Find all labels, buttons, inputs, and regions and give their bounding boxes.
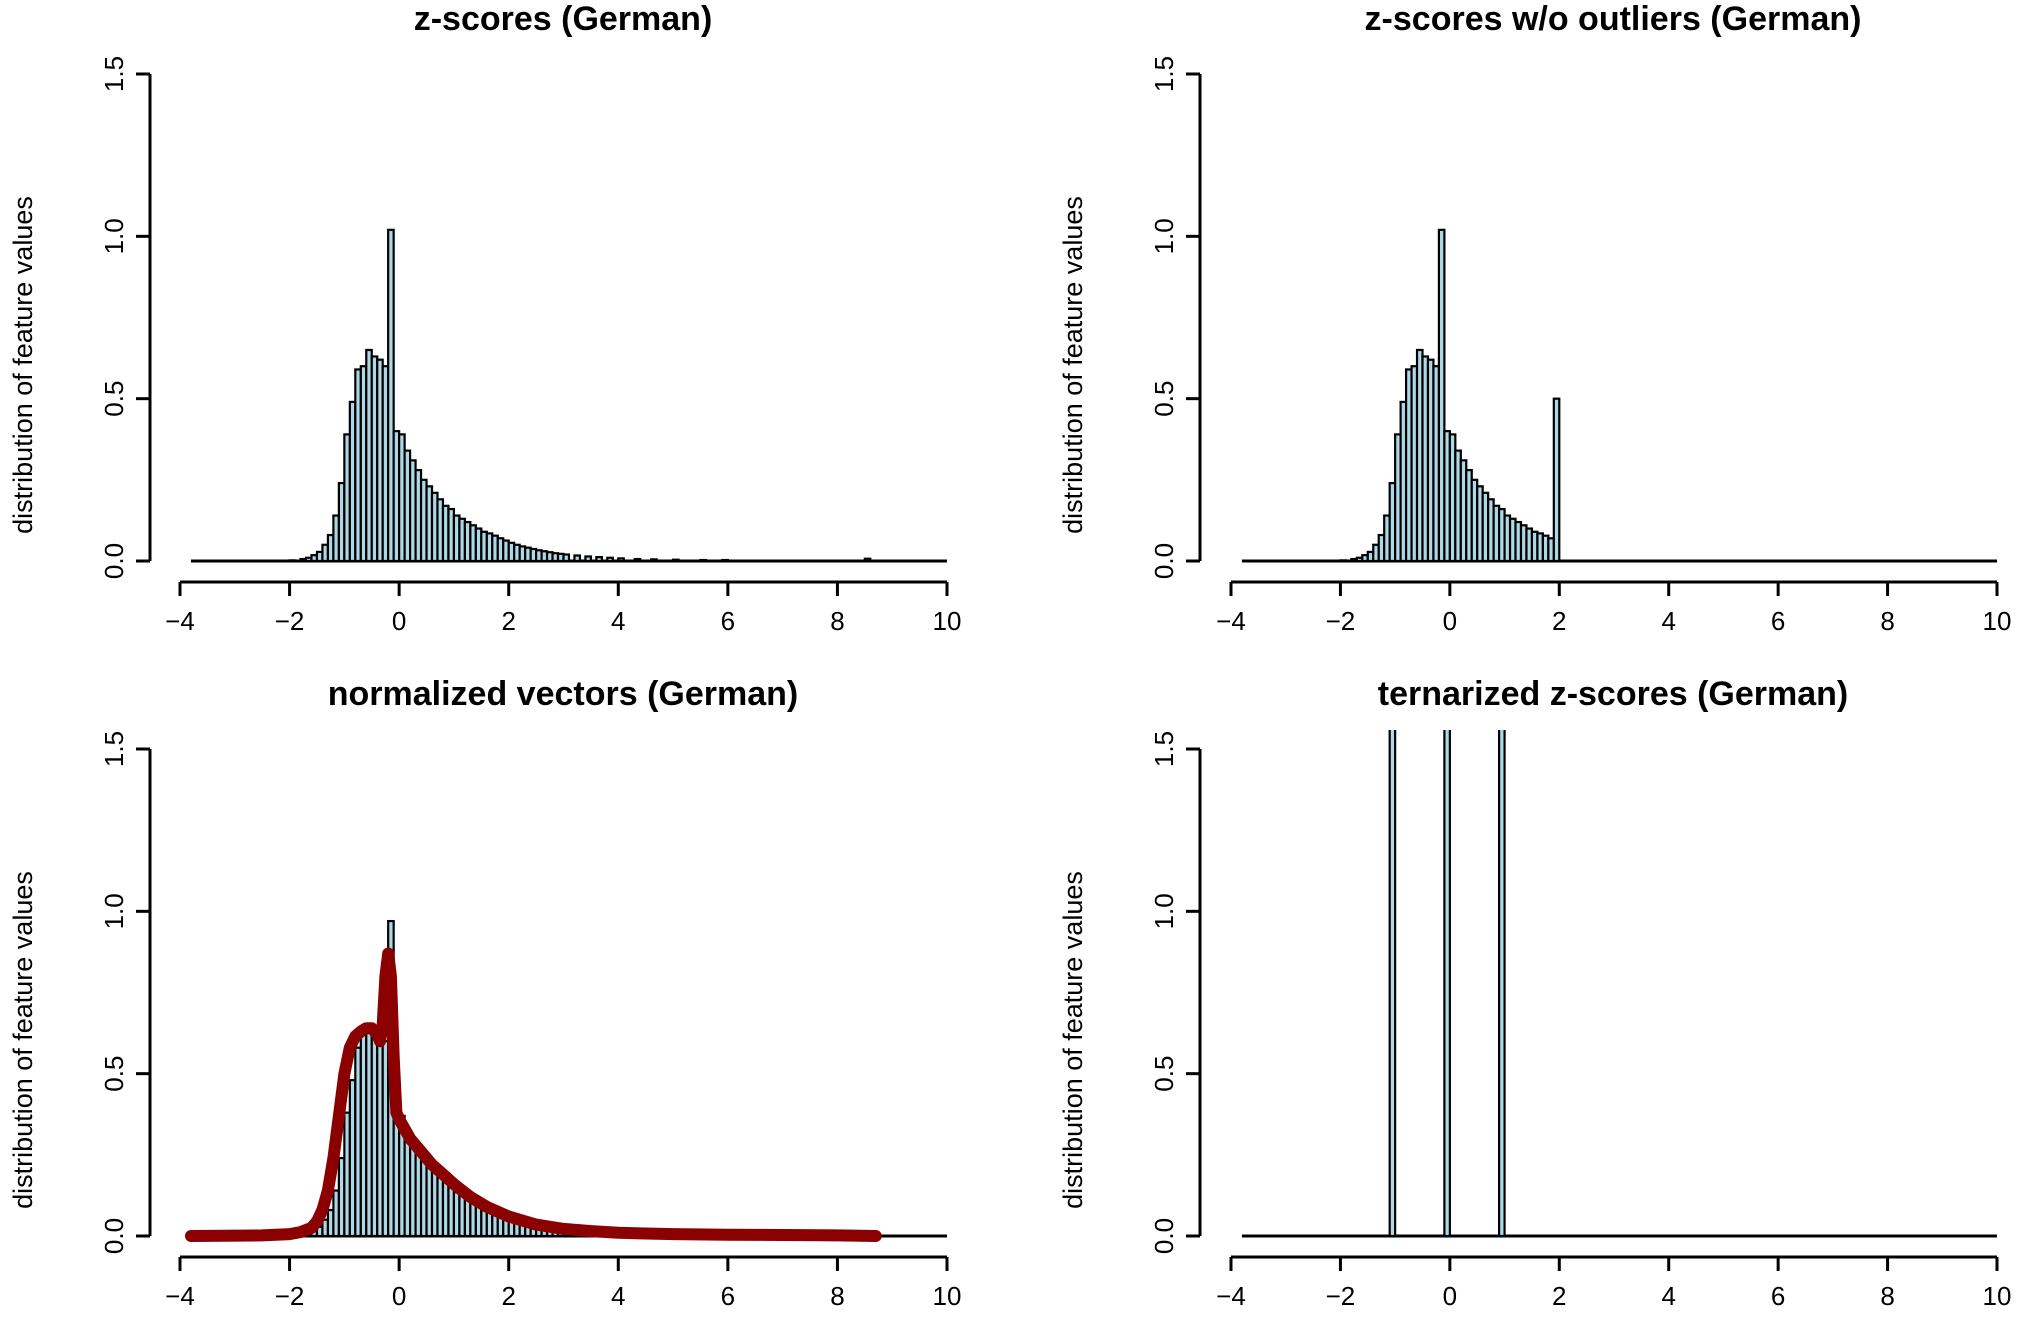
y-tick-label: 0.0 [1149, 1218, 1179, 1254]
x-tick-label: 8 [830, 1281, 844, 1311]
y-axis-label: distribution of feature values [1058, 871, 1088, 1209]
y-tick-label: 1.0 [1149, 218, 1179, 254]
histogram-bars [190, 228, 947, 563]
x-tick-label: −4 [165, 606, 195, 636]
x-tick-label: 10 [1983, 1281, 2012, 1311]
histogram-bar [387, 228, 395, 563]
x-tick-label: −2 [275, 606, 305, 636]
histogram-bar [671, 558, 680, 563]
x-tick-label: −4 [1216, 606, 1246, 636]
x-tick-label: 4 [611, 606, 625, 636]
histogram-bar [617, 557, 625, 563]
density-curve [185, 947, 882, 1242]
panel-title: z-scores w/o outliers (German) [1365, 0, 1862, 38]
histogram-bars [1241, 730, 1997, 1238]
histogram-bar [288, 559, 297, 563]
axes: −4 −2 0 2 4 6 8 10 0.0 0.5 1.0 1.5 [1149, 731, 2011, 1311]
x-tick-label: 2 [1552, 1281, 1566, 1311]
y-tick-label: 1.5 [1149, 731, 1179, 767]
x-tick-label: 2 [1552, 606, 1566, 636]
y-tick-label: 1.0 [1149, 893, 1179, 929]
panel-title: normalized vectors (German) [328, 675, 798, 713]
y-tick-label: 1.5 [1149, 56, 1179, 92]
x-tick-label: 2 [501, 1281, 515, 1311]
panel-title: z-scores (German) [414, 0, 713, 38]
y-tick-label: 1.5 [99, 731, 129, 767]
axes: −4 −2 0 2 4 6 8 10 0.0 0.5 1.0 1.5 [99, 56, 961, 636]
x-tick-label: 10 [1983, 606, 2012, 636]
histogram-bar [562, 553, 571, 563]
axes: −4 −2 0 2 4 6 8 10 0.0 0.5 1.0 1.5 [99, 731, 961, 1311]
axes: −4 −2 0 2 4 6 8 10 0.0 0.5 1.0 1.5 [1149, 56, 2011, 636]
x-tick-label: 2 [501, 606, 515, 636]
y-tick-label: 0.0 [1149, 543, 1179, 579]
histogram-bar [721, 558, 729, 563]
y-tick-label: 0.5 [1149, 381, 1179, 417]
x-tick-label: 6 [1771, 1281, 1785, 1311]
x-tick-label: 6 [721, 1281, 735, 1311]
y-tick-label: 1.0 [99, 893, 129, 929]
x-tick-label: 10 [933, 606, 962, 636]
x-tick-label: −4 [1216, 1281, 1246, 1311]
y-tick-label: 0.5 [99, 1056, 129, 1092]
y-tick-label: 0.0 [99, 543, 129, 579]
x-tick-label: −2 [275, 1281, 305, 1311]
histogram-bar [633, 557, 642, 563]
panel-z-scores: z-scores (German) distribution of featur… [8, 0, 961, 636]
histogram-bar [1437, 228, 1446, 563]
x-tick-label: 4 [611, 1281, 625, 1311]
panel-z-scores-without-outliers: z-scores w/o outliers (German) distribut… [1058, 0, 2011, 636]
panel-title: ternarized z-scores (German) [1378, 675, 1849, 713]
y-tick-label: 0.5 [1149, 1056, 1179, 1092]
y-axis-label: distribution of feature values [1058, 196, 1088, 534]
histogram-bar [1497, 730, 1506, 1238]
x-tick-label: 8 [830, 606, 844, 636]
histogram-bar [863, 557, 872, 563]
y-tick-label: 1.0 [99, 218, 129, 254]
panel-ternarized-z-scores: ternarized z-scores (German) distributio… [1058, 675, 2011, 1311]
histogram-bar [573, 554, 582, 563]
histogram-bar [1339, 559, 1348, 563]
histogram-bar [1552, 397, 1561, 563]
x-tick-label: 0 [1443, 1281, 1457, 1311]
y-tick-label: 0.0 [99, 1218, 129, 1254]
y-tick-label: 0.5 [99, 381, 129, 417]
x-tick-label: 4 [1661, 606, 1675, 636]
histogram-bar [595, 556, 603, 563]
x-tick-label: −2 [1326, 606, 1356, 636]
y-tick-label: 1.5 [99, 56, 129, 92]
histogram-bar [606, 556, 614, 563]
histogram-bar [1443, 730, 1451, 1238]
x-tick-label: −2 [1326, 1281, 1356, 1311]
overlay-layer [185, 947, 882, 1242]
y-axis-label: distribution of feature values [8, 871, 38, 1209]
x-tick-label: 0 [1443, 606, 1457, 636]
histogram-bars [1241, 228, 1997, 563]
y-axis-label: distribution of feature values [8, 196, 38, 534]
x-tick-label: 0 [392, 606, 406, 636]
panel-normalized-vectors: normalized vectors (German) distribution… [8, 675, 961, 1311]
histogram-bar [650, 558, 658, 563]
histogram-bar [699, 558, 708, 563]
x-tick-label: 6 [721, 606, 735, 636]
x-tick-label: 8 [1880, 1281, 1894, 1311]
x-tick-label: 10 [933, 1281, 962, 1311]
x-tick-label: 0 [392, 1281, 406, 1311]
x-tick-label: 6 [1771, 606, 1785, 636]
histogram-bar [1388, 730, 1397, 1238]
x-tick-label: 4 [1661, 1281, 1675, 1311]
x-tick-label: −4 [165, 1281, 195, 1311]
histogram-bar [584, 555, 592, 563]
x-tick-label: 8 [1880, 606, 1894, 636]
histogram-bars [190, 919, 947, 1238]
